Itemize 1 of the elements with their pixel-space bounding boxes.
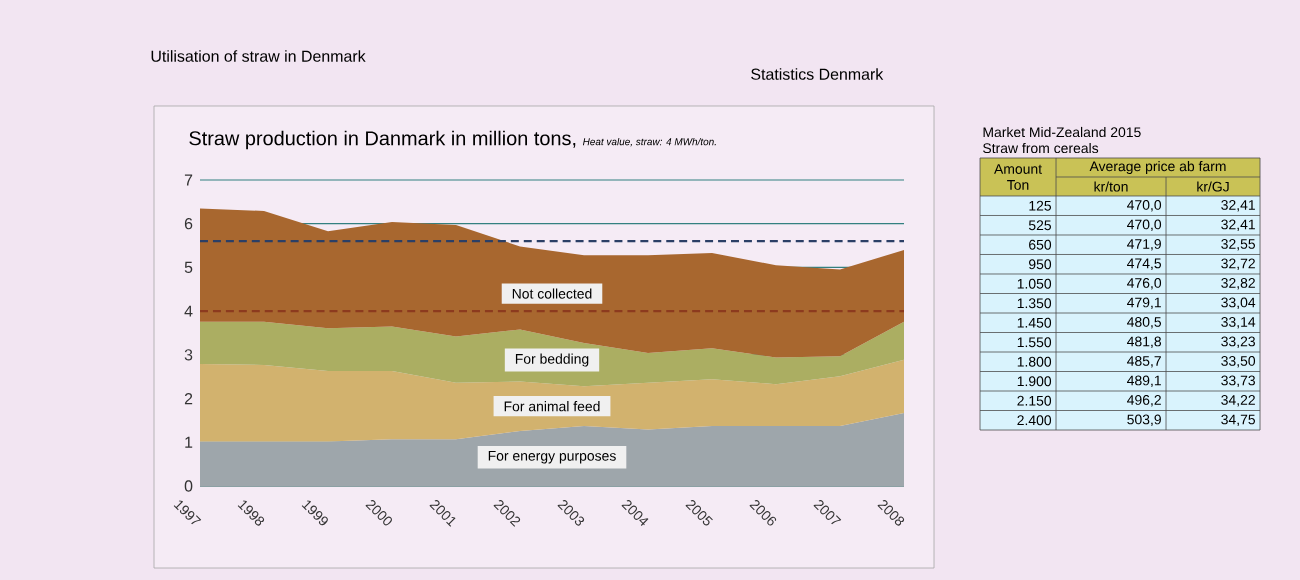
chart-title: Straw production in Danmark in million tons, xyxy=(189,130,576,150)
